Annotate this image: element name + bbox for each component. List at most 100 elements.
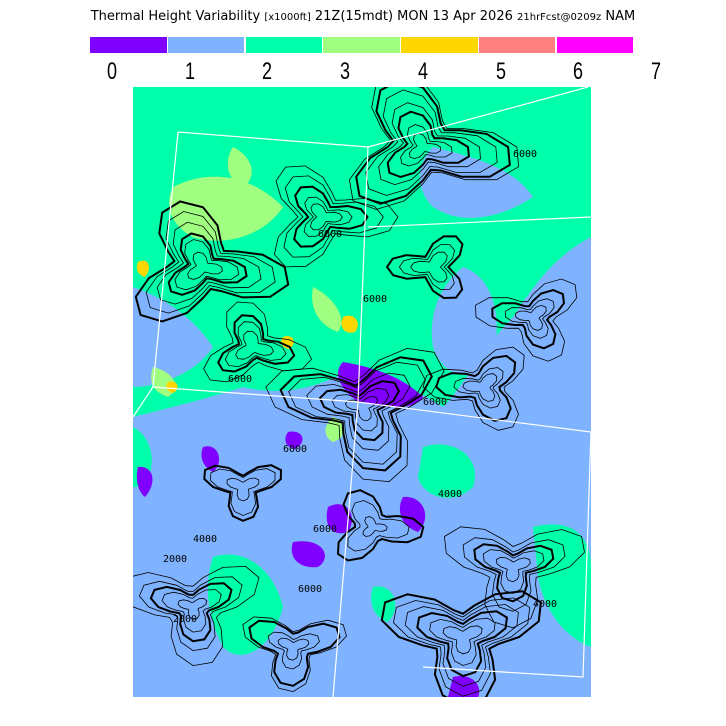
contour-line [318,380,401,442]
contour-line [495,556,531,583]
contour-line [398,244,456,291]
contour-line [134,200,290,323]
contour-line [242,616,347,693]
legend-swatch-2 [245,37,323,53]
state-border [367,216,591,228]
legend-tick: 5 [495,58,506,85]
legend-swatch-1 [167,37,245,53]
contour-line [393,597,531,697]
contour-line [344,395,379,421]
title-model: NAM [605,9,636,24]
fill-band-2 [533,524,591,647]
contour-line [475,278,578,362]
contour-line [265,347,445,483]
variability-fills [133,87,591,697]
contour-line [400,124,453,167]
legend-swatch-4 [401,37,478,53]
contour-line [279,356,433,472]
contour-label: 6000 [318,229,342,240]
fill-band-3 [312,287,342,332]
contour-line [362,516,388,537]
contour-line [273,165,399,268]
legend-tick: 6 [573,58,584,85]
contour-line [491,289,566,350]
contour-line [336,489,425,562]
contour-line [347,500,410,552]
legend-tick: 3 [340,58,351,85]
map-title: Thermal Height Variability [x1000ft] 21Z… [0,9,726,24]
contour-label: 4000 [533,599,557,610]
contour-line [217,314,296,373]
contour-line [145,211,276,314]
legend-tick: 4 [417,58,428,85]
contour-label: 2000 [163,554,187,565]
contour-line [385,235,464,300]
contour-line [288,361,426,465]
contour-label: 4000 [193,534,217,545]
contour-line [378,102,481,186]
contour-line [348,87,520,210]
contour-line [267,631,320,670]
contour-line [293,185,369,248]
contour-line [306,372,411,451]
contour-label: 6000 [363,294,387,305]
contour-line [442,625,483,655]
contour-line [203,301,312,383]
contour-line [203,464,283,522]
fill-band-4 [341,315,358,333]
title-valid-time: 21Z(15mdt) MON 13 Apr 2026 [314,9,513,24]
fill-band-1-patch [419,147,533,218]
contour-line [161,589,222,633]
contour-line [138,576,243,652]
fill-band-0 [136,466,153,497]
contour-line [416,610,508,678]
contour-line [303,196,353,237]
legend-tick: 1 [184,58,195,85]
fill-band-3 [227,147,252,187]
contour-line [462,373,498,402]
contour-line [226,477,260,502]
fill-band-0 [448,676,480,697]
state-border [152,386,591,433]
contour-line [473,543,555,603]
contour-line [404,604,519,687]
contour-line [462,537,566,612]
contour-line [408,132,442,160]
contour-line [515,304,547,331]
contour-line [482,549,545,594]
legend-tick: 2 [262,58,273,85]
contour-label: 6000 [313,524,337,535]
fill-band-2 [418,444,475,498]
contour-line [156,221,262,305]
contour-line [331,387,390,432]
contour-label: 6000 [298,584,322,595]
fill-band-4 [166,381,178,393]
contour-label: 6000 [283,444,307,455]
contour-line [380,590,542,697]
contour-labels: 6000 6000 6000 6000 6000 6000 6000 6000 4000 4000… [163,149,557,625]
contour-label: 6000 [513,149,537,160]
contour-line [310,203,343,231]
contour-line [283,175,384,258]
legend-tick: 7 [650,58,661,85]
contour-line [177,598,208,620]
contour-line [224,321,287,368]
contour-line [386,110,470,179]
contour-line [277,637,310,661]
fill-band-2 [371,586,396,622]
contour-line [187,251,223,280]
legend-tick: 0 [106,58,118,85]
contour-label: 6000 [228,374,252,385]
state-border [422,431,591,678]
contour-line [422,346,525,431]
contour-line [167,232,248,296]
fill-band-1-patch [431,267,497,376]
contour-label: 2000 [173,614,197,625]
contour-line [435,354,517,422]
fill-band-0 [285,431,303,449]
legend-swatch-5 [478,37,556,53]
fill-band-1-patch [133,287,213,387]
state-borders [133,87,591,697]
contour-label: 6000 [423,397,447,408]
fill-band-4 [136,260,149,277]
